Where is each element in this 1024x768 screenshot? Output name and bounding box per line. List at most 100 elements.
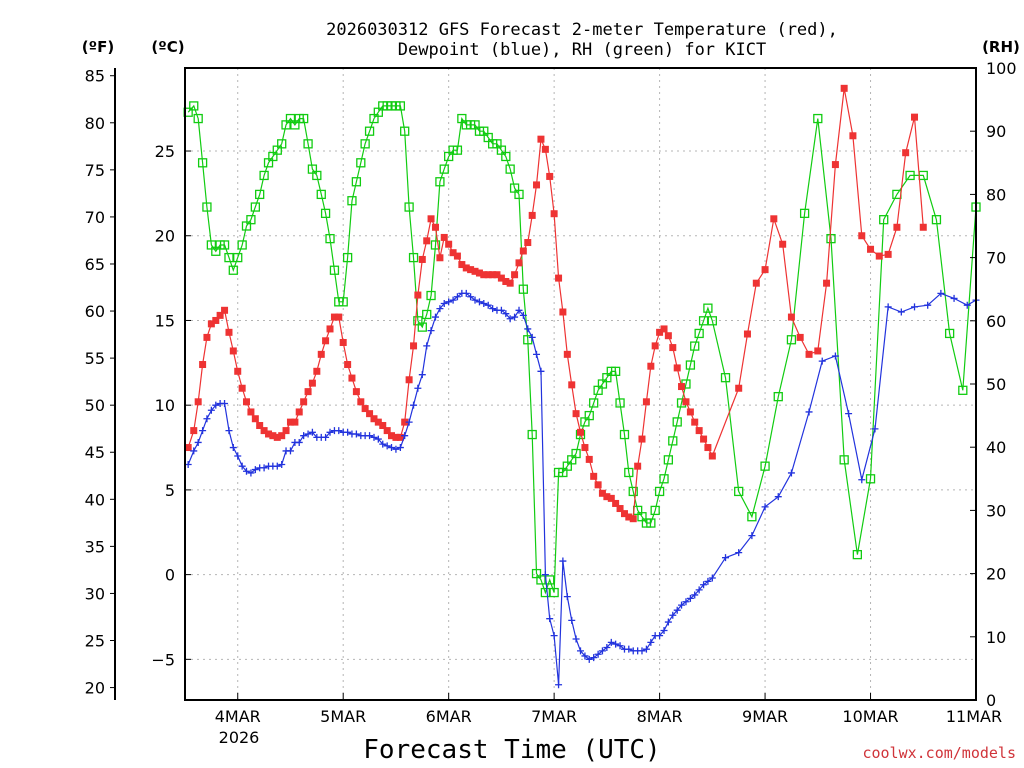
temperature-point — [779, 240, 787, 248]
temperature-point — [546, 172, 554, 180]
temperature-point — [493, 271, 501, 279]
dewpoint-point — [374, 435, 382, 443]
temperature-point — [221, 306, 229, 314]
rh-point — [342, 252, 353, 263]
dewpoint-point — [260, 464, 268, 472]
dewpoint-point — [805, 408, 813, 416]
temperature-point — [550, 210, 558, 218]
temperature-point — [379, 422, 387, 430]
dewpoint-point — [673, 606, 681, 614]
dewpoint-point — [950, 294, 958, 302]
temperature-point — [893, 223, 901, 231]
rh-point — [589, 398, 599, 408]
rh-tick-label: 90 — [986, 122, 1006, 141]
temperature-point — [286, 418, 294, 426]
rh-point — [501, 151, 511, 162]
dewpoint-point — [590, 654, 598, 662]
rh-point — [931, 215, 942, 225]
dewpoint-point — [612, 640, 620, 648]
temperature-point — [612, 499, 620, 507]
temperature-point — [300, 398, 308, 406]
dewpoint-point — [475, 298, 483, 306]
temperature-point — [743, 330, 751, 338]
dewpoint-point — [379, 440, 387, 448]
rh-tick-label: 80 — [986, 185, 1006, 204]
temperature-point — [673, 364, 681, 372]
temperature-point — [590, 472, 598, 480]
temperature-point — [524, 239, 532, 247]
temperature-point — [273, 433, 281, 441]
temperature-point — [260, 427, 268, 435]
dewpoint-point — [528, 333, 536, 341]
temperature-point — [506, 279, 514, 287]
dewpoint-point — [563, 593, 571, 601]
temperature-point — [199, 361, 207, 369]
rh-point — [505, 164, 515, 174]
dewpoint-point — [533, 350, 541, 358]
dewpoint-point — [669, 611, 677, 619]
temperature-point — [594, 481, 602, 489]
temperature-point — [660, 325, 668, 333]
dewpoint-point — [577, 647, 584, 655]
temperature-point — [911, 113, 919, 121]
temperature-point — [884, 250, 892, 258]
temperature-point — [651, 342, 659, 350]
dewpoint-point — [471, 296, 479, 304]
rh-point — [224, 252, 234, 263]
dewpoint-point — [774, 493, 782, 501]
temperature-point — [414, 291, 422, 299]
dewpoint-point — [295, 438, 303, 446]
rh-point — [356, 158, 366, 168]
fahrenheit-tick-label: 20 — [85, 679, 105, 698]
dewpoint-point — [199, 427, 207, 435]
date-tick-label: 4MAR — [215, 707, 261, 726]
dewpoint-point — [511, 313, 519, 321]
rh-point — [277, 139, 287, 149]
rh-point — [246, 215, 256, 225]
rh-point — [786, 335, 797, 345]
dewpoint-point — [691, 591, 699, 599]
dewpoint-point — [818, 357, 826, 365]
temperature-point — [528, 211, 536, 219]
dewpoint-point — [722, 554, 730, 562]
rh-point — [395, 101, 406, 111]
rh-line — [187, 104, 977, 595]
temperature-point — [669, 344, 677, 352]
temperature-point — [247, 408, 255, 416]
temperature-point — [823, 279, 831, 287]
rh-point — [338, 297, 348, 307]
rh-point — [347, 196, 357, 206]
rh-point — [325, 233, 335, 244]
rh-point — [228, 265, 238, 275]
dewpoint-point — [436, 305, 444, 313]
rh-point — [646, 518, 656, 528]
celsius-tick-label: 10 — [155, 396, 175, 415]
fahrenheit-tick-label: 30 — [85, 584, 105, 603]
rh-point — [219, 240, 230, 250]
dewpoint-point — [383, 442, 391, 450]
temperature-point — [190, 427, 198, 435]
dewpoint-point — [418, 371, 426, 379]
rh-point — [650, 505, 660, 516]
rh-point — [624, 467, 634, 478]
dewpoint-point — [431, 313, 439, 321]
temperature-point — [647, 362, 655, 370]
dewpoint-point — [467, 293, 475, 301]
temperature-point — [322, 337, 330, 345]
temperature-point — [555, 274, 563, 282]
dewpoint-point — [335, 427, 343, 435]
temperature-point — [445, 240, 453, 248]
temperature-point — [761, 266, 769, 274]
rh-point — [514, 189, 524, 200]
dewpoint-point — [242, 467, 250, 475]
temperature-point — [234, 367, 242, 375]
temperature-point — [629, 515, 637, 523]
rh-point — [255, 189, 265, 200]
temperature-point — [502, 277, 510, 285]
temperature-point — [642, 398, 650, 406]
dewpoint-point — [748, 532, 756, 540]
rh-point — [690, 341, 700, 351]
rh-point — [865, 474, 876, 484]
rh-point — [400, 126, 410, 136]
temperature-point — [704, 444, 712, 452]
